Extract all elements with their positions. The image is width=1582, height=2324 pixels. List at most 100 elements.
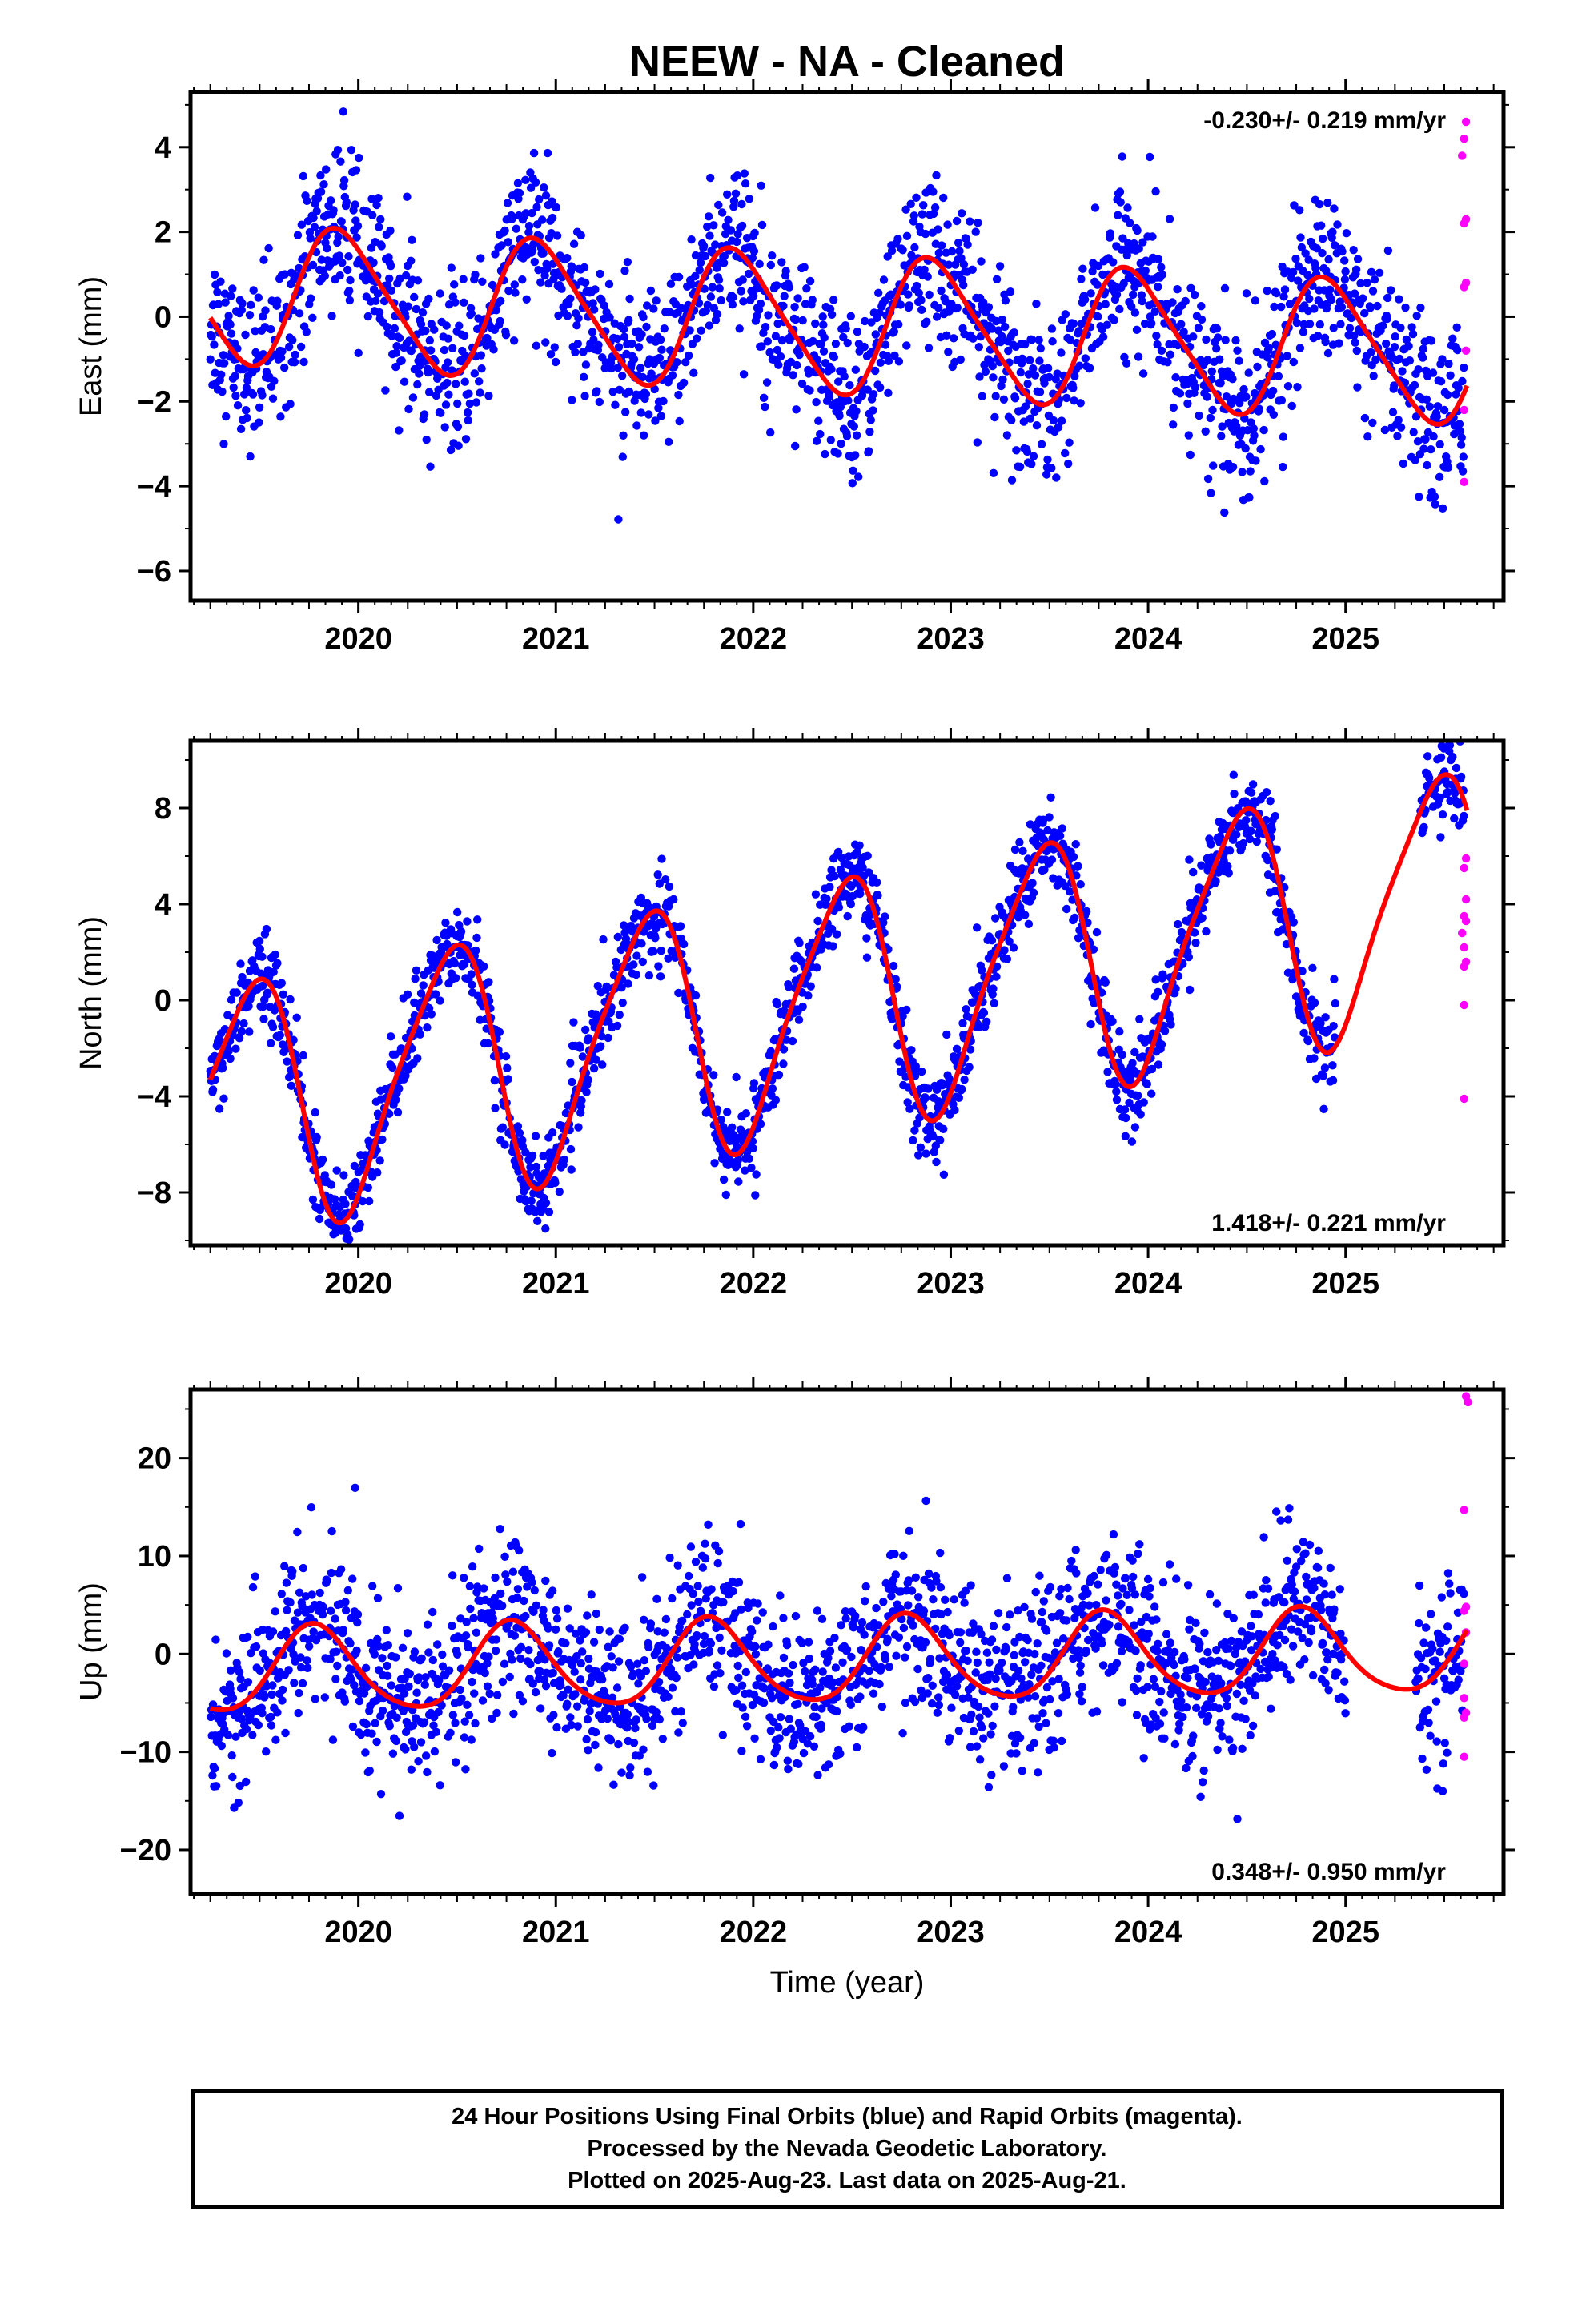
east-final-point (1242, 289, 1251, 298)
north-final-point (893, 983, 901, 991)
east-final-point (538, 215, 547, 224)
east-rapid-point (1460, 219, 1468, 228)
east-final-point (1367, 267, 1376, 276)
east-final-point (739, 297, 748, 306)
east-final-point (1151, 187, 1160, 196)
east-final-point (689, 368, 698, 377)
up-final-point (541, 1576, 550, 1586)
east-final-point (288, 336, 297, 344)
up-final-point (370, 1650, 379, 1659)
up-final-point (417, 1654, 426, 1663)
east-final-point (1329, 324, 1338, 332)
up-final-point (248, 1731, 257, 1739)
north-final-point (401, 1072, 410, 1080)
north-final-point (822, 895, 831, 903)
east-final-point (1250, 431, 1259, 440)
up-final-point (385, 1722, 394, 1731)
north-final-point (1229, 770, 1239, 779)
east-final-point (766, 428, 775, 437)
up-final-point (356, 1730, 366, 1739)
east-final-point (953, 304, 962, 312)
east-final-point (299, 171, 307, 181)
east-final-point (793, 360, 801, 370)
north-final-point (1310, 1054, 1319, 1063)
north-final-point (1139, 1098, 1148, 1107)
east-final-point (496, 296, 505, 305)
east-final-point (1246, 467, 1255, 476)
east-final-point (795, 350, 804, 360)
up-final-point (268, 1627, 278, 1636)
up-final-point (423, 1620, 432, 1629)
up-final-point (282, 1578, 291, 1587)
east-final-point (1279, 292, 1288, 301)
north-final-point (958, 1084, 966, 1094)
north-final-point (498, 1123, 508, 1132)
east-final-point (831, 340, 841, 348)
up-final-point (432, 1727, 441, 1736)
east-final-point (452, 380, 460, 388)
north-final-point (427, 1010, 436, 1019)
east-final-point (1069, 384, 1078, 392)
up-final-point (480, 1584, 488, 1593)
up-final-point (315, 1588, 324, 1598)
east-final-point (504, 286, 513, 296)
east-final-point (740, 169, 749, 178)
east-final-point (546, 350, 556, 359)
east-final-point (1207, 489, 1215, 497)
north-final-point (1103, 1068, 1112, 1076)
up-final-point (227, 1751, 236, 1760)
east-final-point (1010, 328, 1018, 337)
north-final-point (1135, 1015, 1144, 1024)
east-final-point (513, 179, 523, 187)
up-final-point (444, 1666, 454, 1675)
north-final-point (1130, 1123, 1140, 1132)
east-final-point (703, 300, 712, 309)
north-final-point (612, 963, 621, 972)
east-final-point (785, 283, 793, 292)
east-final-point (1460, 363, 1468, 372)
east-final-point (1352, 346, 1362, 356)
north-final-point (613, 932, 622, 942)
up-final-point (359, 1689, 369, 1698)
north-final-point (277, 979, 286, 987)
north-final-point (1436, 833, 1445, 842)
north-final-point (308, 1195, 318, 1204)
east-final-point (1278, 262, 1287, 271)
up-final-point (289, 1650, 298, 1659)
up-final-point (531, 1687, 540, 1697)
up-final-point (544, 1624, 552, 1633)
up-final-point (262, 1747, 271, 1756)
north-final-point (910, 1126, 919, 1135)
east-final-point (920, 265, 929, 275)
north-final-point (898, 1011, 907, 1021)
east-final-point (1010, 394, 1020, 403)
up-final-point (488, 1714, 496, 1723)
east-final-point (763, 337, 772, 346)
east-final-point (592, 387, 601, 396)
east-final-point (236, 424, 246, 433)
north-final-point (1158, 970, 1167, 979)
east-final-point (999, 395, 1009, 404)
up-final-point (428, 1655, 437, 1665)
east-final-point (1004, 346, 1013, 356)
north-final-point (341, 1200, 350, 1208)
up-final-point (234, 1798, 243, 1807)
east-final-point (1002, 431, 1012, 440)
east-final-point (1027, 335, 1037, 344)
east-final-point (1380, 425, 1390, 435)
up-final-point (532, 1601, 540, 1610)
north-final-point (1069, 852, 1078, 862)
east-final-point (531, 178, 540, 187)
east-final-point (238, 299, 247, 308)
east-final-point (1115, 304, 1124, 314)
up-final-point (236, 1675, 245, 1683)
east-final-point (705, 321, 714, 330)
north-final-point (921, 1093, 930, 1103)
up-final-point (298, 1679, 307, 1688)
east-final-point (425, 336, 434, 345)
east-final-point (1119, 279, 1128, 288)
east-final-point (1116, 198, 1125, 207)
east-final-point (1229, 394, 1239, 404)
